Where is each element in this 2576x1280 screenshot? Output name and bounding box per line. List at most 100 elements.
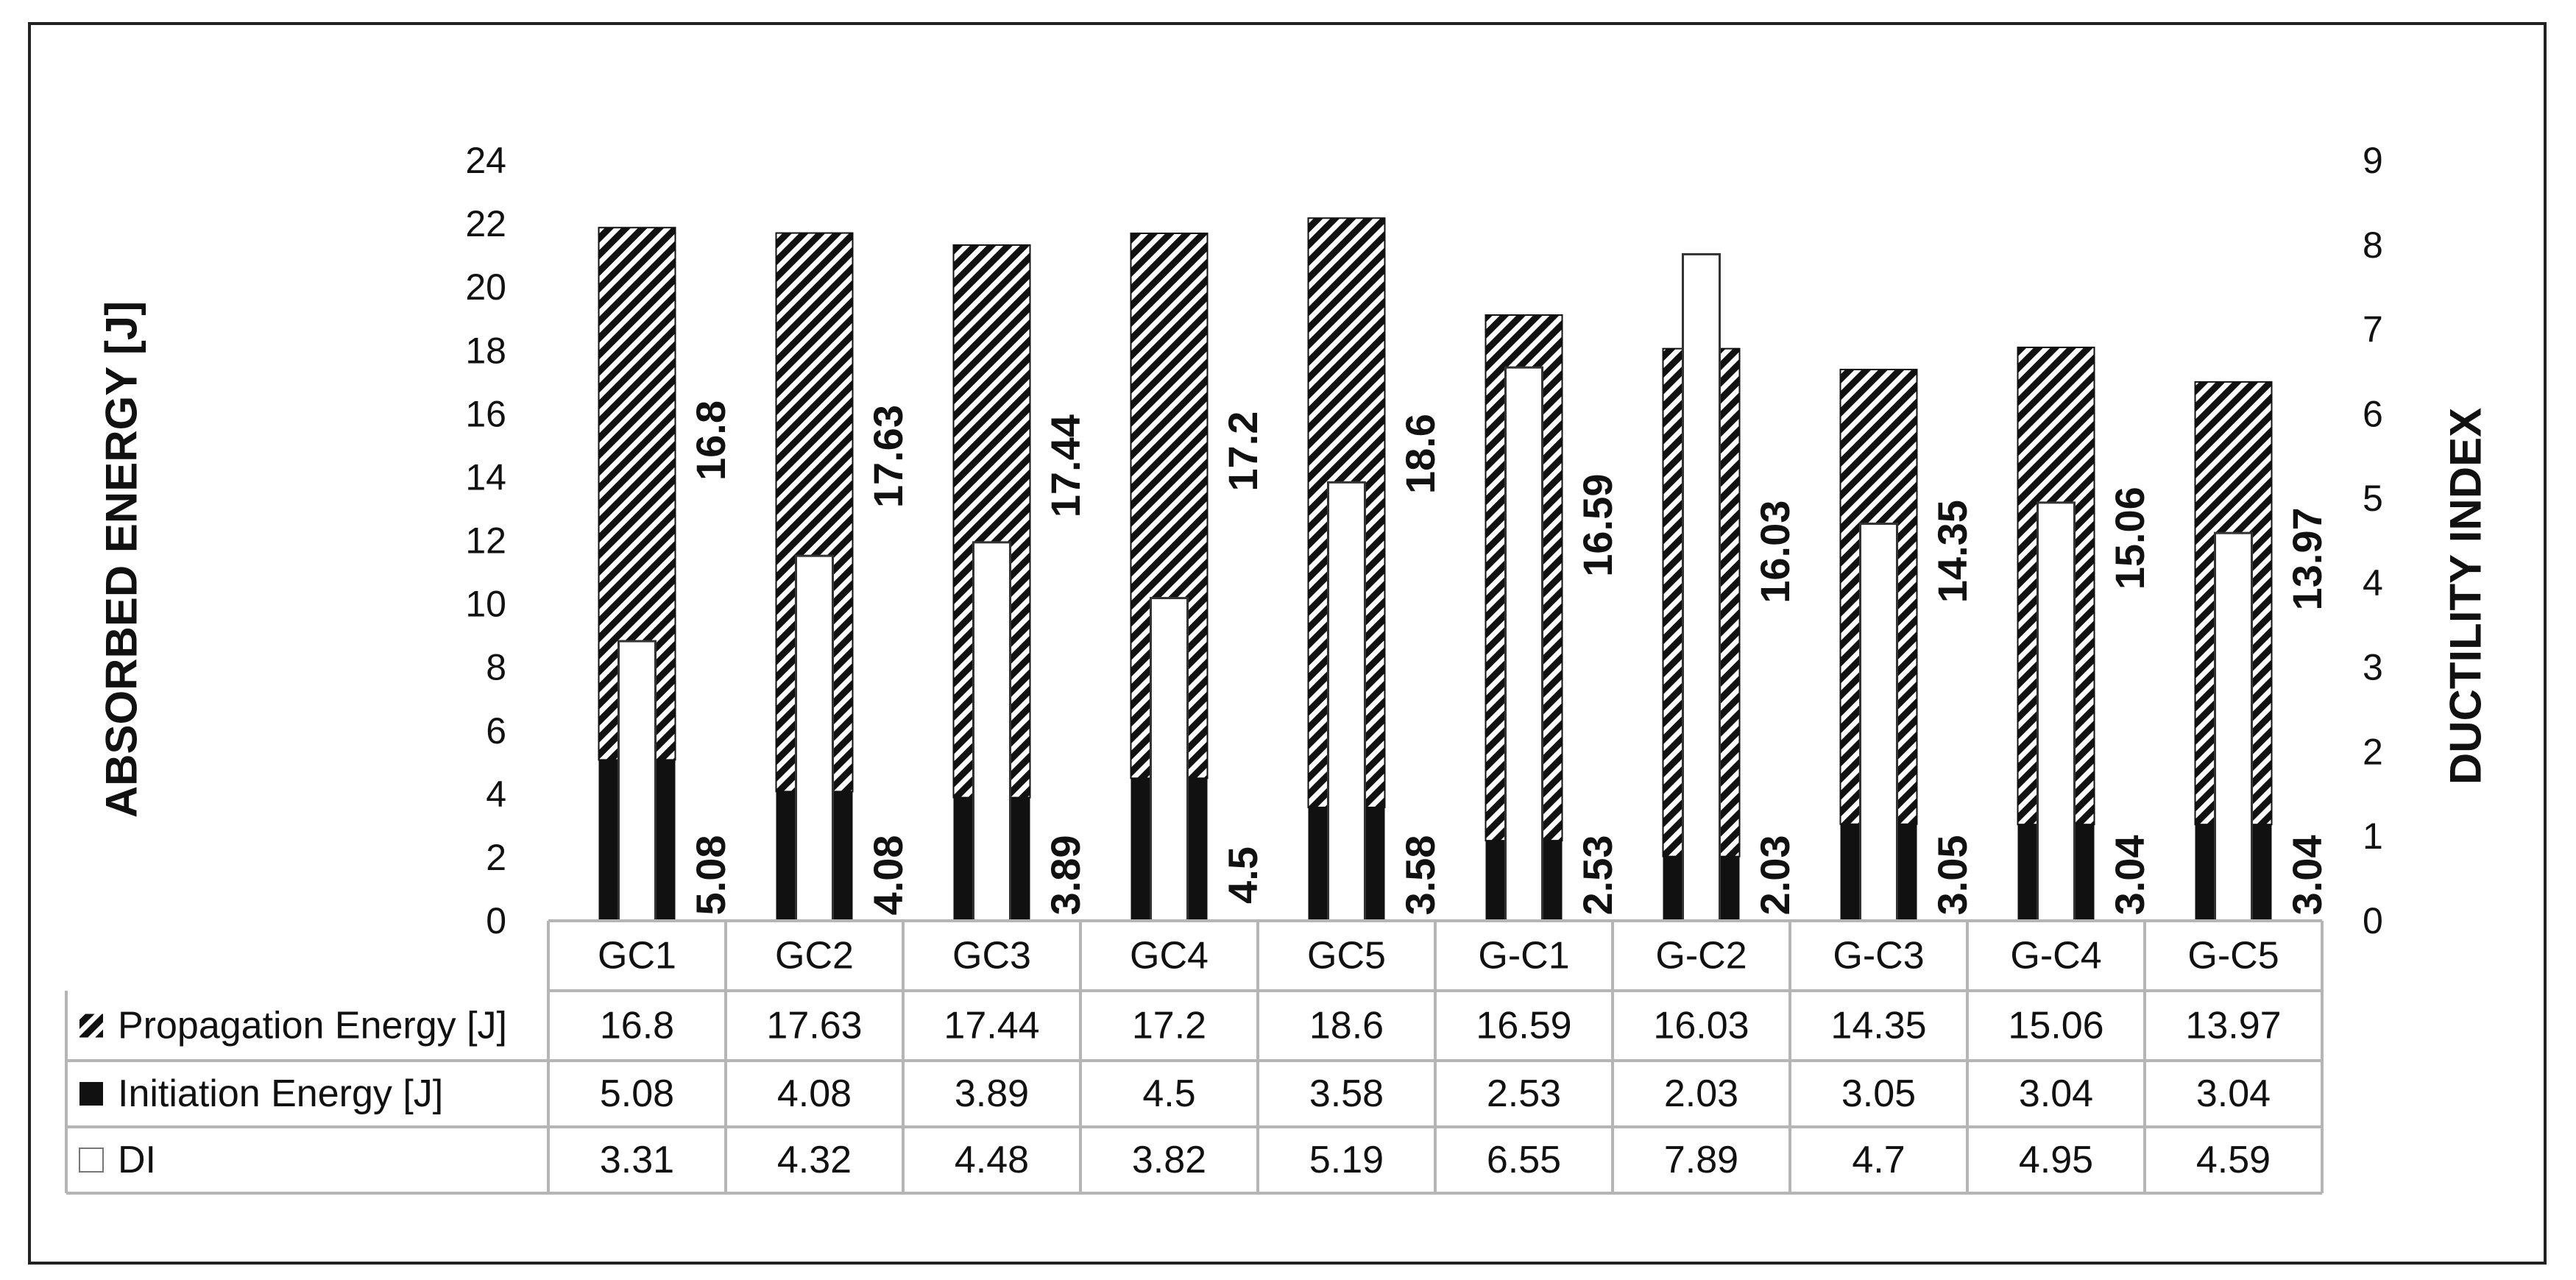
- data-labels: 16.8 5.08 17.63 4.08 17.44 3.89 17.2 4.5 18.6 3.5…: [687, 400, 2330, 916]
- legend-key: [79, 1082, 103, 1106]
- table-cell-value: 3.82: [1132, 1139, 1206, 1181]
- di-bar: [972, 541, 1011, 922]
- table-cell-value: 4.32: [777, 1139, 852, 1181]
- di-bar: [795, 554, 834, 922]
- table-cell-value: 18.6: [1309, 1005, 1384, 1047]
- initiation-data-label: 3.89: [1042, 835, 1089, 916]
- initiation-data-label: 4.5: [1220, 846, 1266, 904]
- category-label: G-C3: [1833, 935, 1924, 977]
- legend-label: Propagation Energy [J]: [118, 1005, 507, 1047]
- right-axis-tick-label: 2: [2363, 731, 2383, 772]
- table-cell-value: 2.03: [1664, 1072, 1738, 1115]
- propagation-data-label: 16.8: [687, 400, 734, 481]
- right-axis-tick-label: 7: [2363, 309, 2383, 350]
- left-axis-tick-label: 6: [486, 710, 506, 752]
- table-cell-value: 16.8: [600, 1005, 674, 1047]
- table-cell-value: 3.31: [600, 1139, 674, 1181]
- legend-key: [79, 1014, 103, 1038]
- left-axis-tick-label: 8: [486, 647, 506, 688]
- plot-area: [598, 217, 2273, 922]
- initiation-data-label: 3.05: [1929, 835, 1975, 916]
- di-bar: [1682, 252, 1721, 922]
- table-cell-value: 4.59: [2196, 1139, 2271, 1181]
- di-bar: [1504, 366, 1543, 922]
- table-cell-value: 3.05: [1841, 1072, 1916, 1115]
- initiation-data-label: 5.08: [687, 835, 734, 916]
- propagation-data-label: 13.97: [2284, 507, 2330, 610]
- initiation-data-label: 3.04: [2106, 835, 2153, 916]
- right-axis-tick-label: 4: [2363, 562, 2383, 604]
- table-cell-value: 4.5: [1142, 1072, 1195, 1115]
- left-axis-tick-label: 18: [465, 330, 506, 371]
- initiation-data-label: 4.08: [865, 835, 911, 916]
- category-label: GC3: [952, 935, 1031, 977]
- table-cell-value: 16.03: [1653, 1005, 1749, 1047]
- propagation-data-label: 17.2: [1220, 411, 1266, 492]
- right-axis-tick-label: 5: [2363, 478, 2383, 519]
- table-cell-value: 3.04: [2196, 1072, 2271, 1115]
- initiation-data-label: 3.04: [2284, 835, 2330, 916]
- table-cell-value: 4.08: [777, 1072, 852, 1115]
- propagation-data-label: 14.35: [1929, 500, 1975, 603]
- right-axis-tick-label: 9: [2363, 140, 2383, 181]
- left-axis-tick-label: 16: [465, 393, 506, 434]
- di-bar: [618, 640, 657, 922]
- category-label: G-C5: [2187, 935, 2279, 977]
- table-cell-value: 16.59: [1476, 1005, 1571, 1047]
- table-cell-value: 2.53: [1487, 1072, 1561, 1115]
- category-label: GC4: [1130, 935, 1209, 977]
- di-bar: [2214, 531, 2253, 922]
- left-axis-tick-label: 10: [465, 584, 506, 625]
- table-cell-value: 3.89: [955, 1072, 1029, 1115]
- propagation-data-label: 16.03: [1752, 501, 1798, 604]
- legend-label: Initiation Energy [J]: [118, 1072, 443, 1115]
- table-cell-value: 15.06: [2008, 1005, 2103, 1047]
- left-axis-tick-label: 2: [486, 837, 506, 878]
- right-axis-tick-label: 3: [2363, 647, 2383, 688]
- category-label: G-C2: [1655, 935, 1747, 977]
- table-cell-value: 17.63: [766, 1005, 862, 1047]
- table-cell-value: 14.35: [1830, 1005, 1926, 1047]
- initiation-data-label: 2.03: [1752, 835, 1798, 916]
- initiation-data-label: 3.58: [1397, 835, 1443, 916]
- table-cell-value: 4.48: [955, 1139, 1029, 1181]
- data-table: GC1 GC2 GC3 GC4 GC5 G-C1 G-C2 G-C3 G-C4 G-C5 Propa…: [65, 919, 2324, 1195]
- category-label: GC1: [598, 935, 676, 977]
- di-bar: [1859, 523, 1898, 922]
- di-bar: [2037, 501, 2076, 922]
- legend-key: [79, 1148, 104, 1173]
- propagation-data-label: 15.06: [2106, 487, 2153, 590]
- category-label: G-C1: [1478, 935, 1569, 977]
- propagation-data-label: 18.6: [1397, 414, 1443, 494]
- category-label: G-C4: [2010, 935, 2101, 977]
- legend-label: DI: [118, 1139, 156, 1181]
- left-axis-tick-label: 24: [465, 140, 506, 181]
- table-cell-value: 13.97: [2185, 1005, 2281, 1047]
- initiation-data-label: 2.53: [1574, 835, 1621, 916]
- table-cell-value: 6.55: [1487, 1139, 1561, 1181]
- category-label: GC5: [1307, 935, 1386, 977]
- right-axis-tick-label: 6: [2363, 393, 2383, 434]
- table-cell-value: 17.2: [1132, 1005, 1206, 1047]
- right-axis-tick-label: 0: [2363, 900, 2383, 941]
- left-axis-tick-label: 20: [465, 266, 506, 308]
- di-bar: [1327, 481, 1366, 922]
- table-cell-value: 3.58: [1309, 1072, 1384, 1115]
- left-axis-tick-label: 14: [465, 456, 506, 498]
- propagation-data-label: 16.59: [1574, 474, 1621, 577]
- di-bar: [1150, 597, 1189, 922]
- table-cell-value: 17.44: [944, 1005, 1039, 1047]
- category-label: GC2: [775, 935, 854, 977]
- table-cell-value: 3.04: [2019, 1072, 2093, 1115]
- table-cell-value: 5.19: [1309, 1139, 1384, 1181]
- left-axis-tick-label: 12: [465, 520, 506, 562]
- left-axis-tick-label: 0: [486, 900, 506, 941]
- left-axis-tick-label: 22: [465, 203, 506, 244]
- right-axis-tick-label: 8: [2363, 224, 2383, 266]
- propagation-data-label: 17.44: [1042, 414, 1089, 517]
- chart-frame: [28, 22, 2547, 1265]
- table-cell-value: 5.08: [600, 1072, 674, 1115]
- right-axis-title: DUCTILITY INDEX: [2441, 408, 2491, 785]
- left-axis-title: ABSORBED ENERGY [J]: [97, 301, 146, 818]
